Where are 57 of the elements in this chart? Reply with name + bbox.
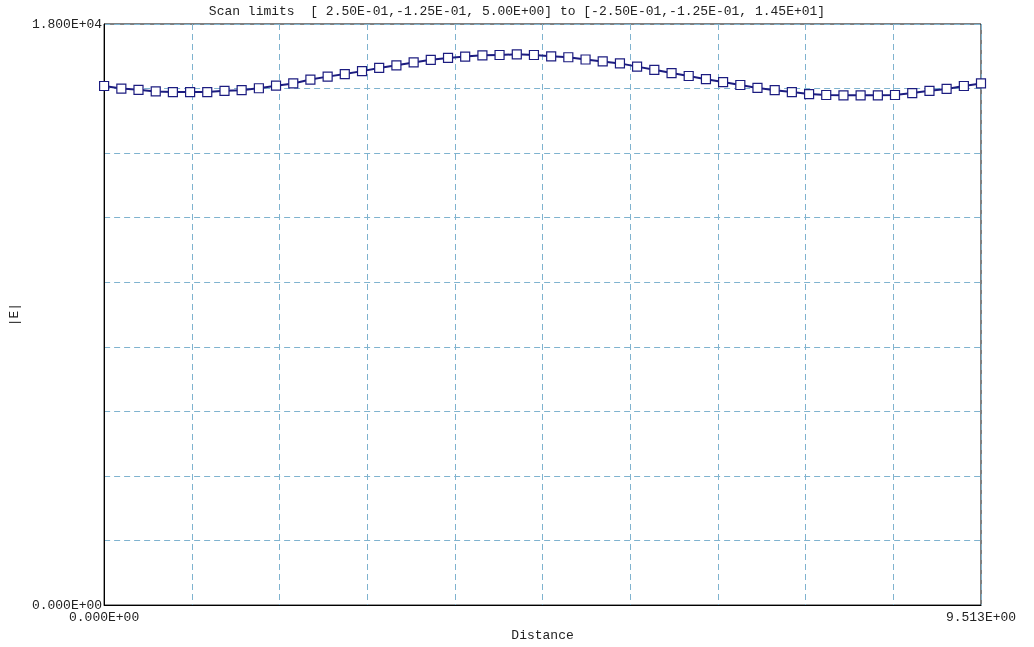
point [528, 49, 540, 61]
y-tick-label: 1.800E+04 [31, 16, 103, 32]
point [924, 85, 935, 96]
point [356, 66, 368, 77]
point [270, 80, 282, 91]
point [425, 54, 436, 65]
point [683, 70, 694, 82]
point [408, 57, 419, 68]
point [803, 88, 815, 100]
point [546, 51, 557, 62]
point [769, 85, 780, 96]
point [150, 86, 161, 97]
point [460, 51, 471, 62]
point [167, 87, 178, 98]
point [99, 80, 110, 92]
point [786, 87, 797, 98]
point [700, 74, 712, 85]
point [494, 49, 505, 61]
point [339, 68, 350, 80]
point [322, 71, 333, 82]
point [219, 85, 230, 96]
point [889, 89, 901, 101]
point [563, 52, 574, 63]
point [253, 83, 264, 94]
point [907, 87, 918, 99]
point [649, 64, 660, 75]
point [717, 77, 729, 88]
point [374, 62, 385, 74]
point [614, 58, 626, 69]
point [580, 54, 591, 65]
point [133, 84, 144, 95]
point [477, 50, 488, 61]
point [666, 67, 677, 79]
point [958, 80, 969, 92]
chart-title: Scan limits [ 2.50E-01,-1.25E-01, 5.00E+00] to [-2.50E-01,-1.25E-01, 1.45E+01] [208, 4, 826, 19]
y-axis-title: |E| [7, 302, 22, 327]
point [597, 56, 608, 67]
point [288, 78, 299, 89]
x-axis-title: Distance [511, 628, 574, 643]
point [391, 60, 402, 71]
point [236, 85, 247, 96]
point [752, 82, 763, 94]
x-tick-label: 9.513E+00 [945, 610, 1017, 626]
point [631, 61, 643, 72]
point [975, 78, 987, 89]
point [838, 90, 849, 101]
point [116, 83, 127, 94]
point [305, 74, 316, 85]
point [511, 49, 522, 60]
point [735, 79, 746, 91]
point [185, 87, 196, 98]
point [202, 87, 213, 98]
point [941, 83, 952, 94]
point [442, 52, 454, 63]
point [821, 89, 832, 101]
point [872, 90, 883, 101]
point [855, 90, 866, 101]
